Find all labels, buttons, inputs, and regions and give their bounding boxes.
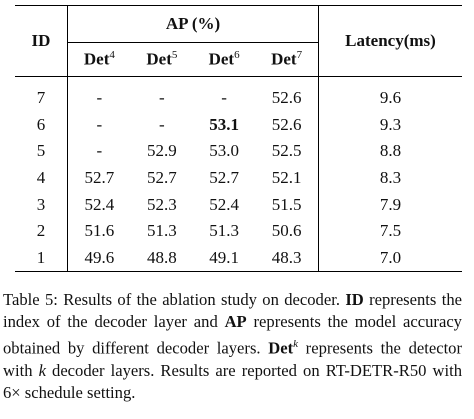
ap-cell: - <box>96 141 103 161</box>
table-row: 1 49.6 48.8 49.1 48.3 7.0 <box>15 244 462 272</box>
subcolumn-base: Det <box>271 49 297 69</box>
id-header: ID <box>15 5 68 77</box>
ap-cell: - <box>96 88 103 108</box>
ap-cell: 52.6 <box>271 114 302 134</box>
ap-cell: - <box>159 88 165 108</box>
subcolumn-base: Det <box>146 49 172 69</box>
table-header: ID AP (%) Latency(ms) Det4 Det5 Det6 Det7 <box>15 5 462 77</box>
subcolumn-sup: 7 <box>296 49 303 62</box>
ap-cell: 52.5 <box>271 141 302 161</box>
caption-run: AP <box>224 312 247 331</box>
table-row: 2 51.6 51.3 51.3 50.6 7.5 <box>15 217 462 245</box>
ap-cell: 48.8 <box>146 247 177 267</box>
caption-run: Det <box>268 338 294 358</box>
caption-run: ID <box>345 290 364 309</box>
id-cell: 7 <box>15 76 68 112</box>
ap-cell: 51.6 <box>84 221 115 241</box>
caption: Table 5: Results of the ablation study o… <box>3 289 462 404</box>
group-header: AP (%) <box>67 5 319 43</box>
table-row: 6 - - 53.1 52.6 9.3 <box>15 111 462 139</box>
subheader-row: Det4 Det5 Det6 Det7 <box>15 43 462 77</box>
table-row: 7 - - - 52.6 9.6 <box>15 76 462 112</box>
caption-run: k <box>293 338 298 350</box>
ap-cell: 49.1 <box>209 247 239 267</box>
subcolumn-header: Det6 <box>193 43 255 77</box>
ap-cell: 51.3 <box>209 221 239 241</box>
id-cell: 4 <box>15 164 68 192</box>
latency-cell: 8.3 <box>318 164 462 192</box>
ap-cell: 52.7 <box>146 168 177 188</box>
ap-cell: 52.7 <box>84 168 115 188</box>
subcolumn-header: Det4 <box>68 43 131 77</box>
ap-cell: 53.1 <box>209 114 239 134</box>
caption-run: k <box>38 360 46 380</box>
ap-cell: 52.9 <box>146 141 177 161</box>
subcolumn-header: Det5 <box>131 43 193 77</box>
latency-cell: 7.5 <box>318 217 462 245</box>
header-row: ID AP (%) Latency(ms) <box>15 5 462 77</box>
id-cell: 3 <box>15 191 68 218</box>
subcolumn-sup: 6 <box>234 49 240 62</box>
ap-cell: - <box>221 88 227 108</box>
id-cell: 2 <box>15 217 68 245</box>
ap-cell: 52.7 <box>209 168 239 188</box>
caption-run: represents the index of the decoder laye… <box>3 290 462 331</box>
caption-run: decoder layers. Results are reported on … <box>3 360 462 402</box>
latency-cell: 8.8 <box>318 138 462 165</box>
ap-cell: 50.6 <box>271 221 302 241</box>
latency-cell: 7.9 <box>318 191 462 218</box>
subcolumn-base: Det <box>83 49 110 69</box>
subcolumn-sup: 4 <box>109 49 115 62</box>
ap-cell: 49.6 <box>84 247 115 267</box>
subcolumn-sup: 5 <box>171 49 178 62</box>
ap-cell: - <box>159 114 165 134</box>
id-cell: 6 <box>15 111 68 139</box>
ap-cell: 53.0 <box>209 141 239 161</box>
table-row: 3 52.4 52.3 52.4 51.5 7.9 <box>15 191 462 218</box>
latency-cell: 9.6 <box>318 76 462 112</box>
ap-cell: 52.3 <box>146 194 177 214</box>
id-cell: 1 <box>15 244 68 272</box>
ap-cell: 52.4 <box>84 194 115 214</box>
latency-cell: 9.3 <box>318 111 462 139</box>
caption-run: Table 5: Results of the ablation study o… <box>3 290 346 309</box>
ap-cell: - <box>96 114 103 134</box>
table-body: 7 - - - 52.6 9.6 6 - - 53.1 52.6 9.3 5 - 52.9 53.0 52.5 8… <box>15 76 462 272</box>
results-table: ID AP (%) Latency(ms) Det4 Det5 Det6 Det7 7… <box>15 5 462 272</box>
ap-cell: 51.5 <box>271 194 302 214</box>
ap-cell: 51.3 <box>146 221 177 241</box>
subcolumn-header: Det7 <box>255 43 318 77</box>
latency-header: Latency(ms) <box>318 5 462 77</box>
table-row: 5 - 52.9 53.0 52.5 8.8 <box>15 138 462 165</box>
table-row: 4 52.7 52.7 52.7 52.1 8.3 <box>15 164 462 192</box>
caption-run: represents the detector with <box>3 338 463 380</box>
ap-cell: 52.4 <box>209 194 239 214</box>
ap-cell: 52.1 <box>271 168 302 188</box>
caption-run: represents the model accuracy obtained b… <box>3 312 462 358</box>
ap-cell: 48.3 <box>271 247 302 267</box>
latency-cell: 7.0 <box>318 244 462 272</box>
id-cell: 5 <box>15 138 68 165</box>
ap-cell: 52.6 <box>271 88 302 108</box>
subcolumn-base: Det <box>208 49 235 69</box>
